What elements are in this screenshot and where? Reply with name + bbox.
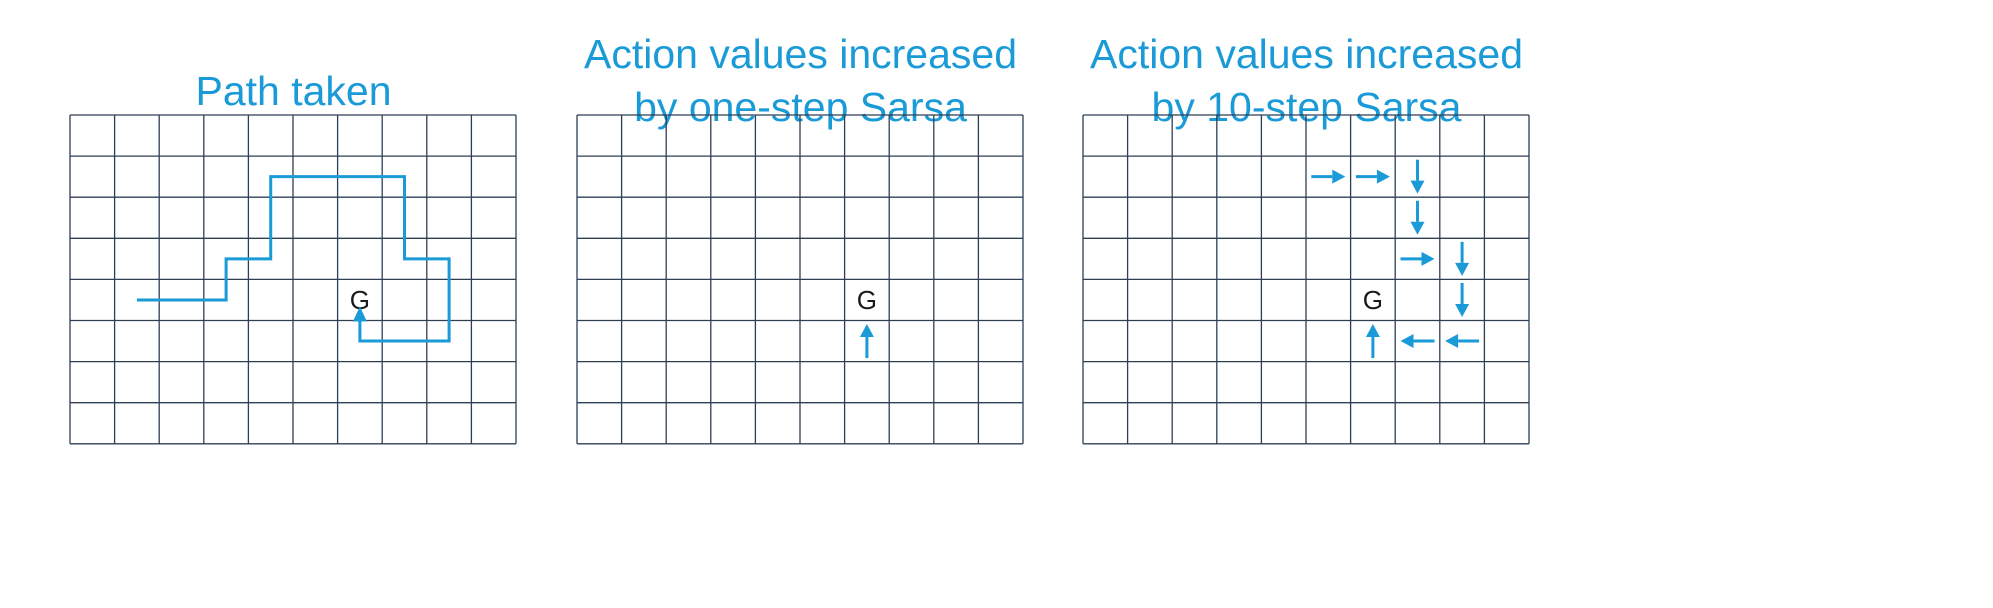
panel-title: Action values increased by 10-step Sarsa: [1089, 31, 1524, 130]
arrow-down-icon: [1455, 282, 1470, 317]
arrow-down-icon: [1455, 241, 1470, 276]
arrow-head: [1421, 251, 1435, 266]
arrow-down-icon: [1410, 159, 1425, 194]
arrow-head: [1365, 324, 1380, 338]
gridworld-ten-step-sarsa: G: [1082, 114, 1530, 445]
gridworld-one-step-sarsa: G: [576, 114, 1024, 445]
arrow-head: [1410, 221, 1425, 235]
panel-path-taken: Path taken G: [69, 0, 517, 608]
arrow-head: [1332, 169, 1346, 184]
grid-lines: [69, 114, 517, 445]
goal-label: G: [350, 285, 370, 315]
path-line: [136, 175, 451, 343]
goal-label: G: [1363, 285, 1383, 315]
arrow-right-icon: [1400, 251, 1435, 266]
panel-title: Path taken: [195, 68, 392, 114]
arrow-head: [1445, 334, 1459, 349]
arrow-up-icon: [1365, 324, 1380, 359]
panel-one-step-sarsa: Action values increased by one-step Sars…: [576, 0, 1024, 608]
arrow-up-icon: [859, 324, 874, 359]
arrow-right-icon: [1311, 169, 1346, 184]
arrow-down-icon: [1410, 200, 1425, 235]
path-arrowhead-icon: [352, 306, 367, 322]
panel-title: Action values increased by one-step Sars…: [583, 31, 1018, 130]
arrow-head: [1376, 169, 1390, 184]
panel-ten-step-sarsa: Action values increased by 10-step Sarsa…: [1082, 0, 1530, 608]
arrow-head: [1455, 262, 1470, 276]
arrow-left-icon: [1400, 334, 1435, 349]
arrow-head: [1410, 180, 1425, 194]
goal-label: G: [857, 285, 877, 315]
arrow-head: [1400, 334, 1414, 349]
gridworld-path-taken: G: [69, 114, 517, 445]
grid-lines: [576, 114, 1024, 445]
arrow-head: [1455, 303, 1470, 317]
arrow-head: [859, 324, 874, 338]
arrow-left-icon: [1445, 334, 1480, 349]
grid-lines: [1082, 114, 1530, 445]
arrow-right-icon: [1355, 169, 1390, 184]
